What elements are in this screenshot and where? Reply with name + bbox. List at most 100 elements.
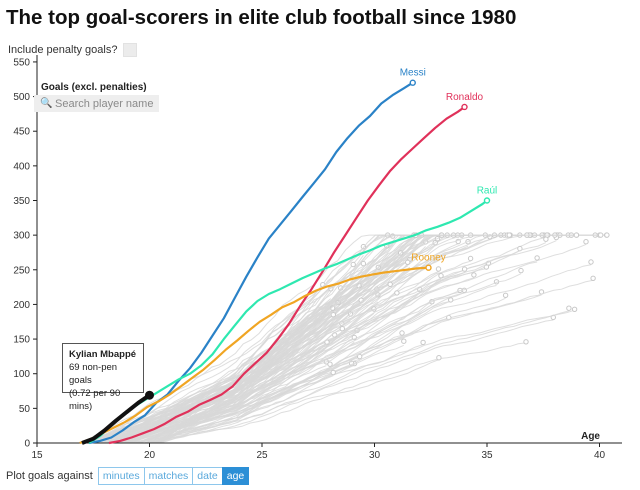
background-player-line — [151, 261, 538, 444]
background-player-end — [360, 260, 367, 267]
series-line-rooney — [79, 266, 429, 445]
tooltip-player-name: Kylian Mbappé — [69, 349, 137, 360]
y-tick-label: 450 — [13, 127, 30, 138]
series-end-point-messi — [409, 79, 416, 86]
background-player-end — [401, 338, 407, 344]
x-tick-label: 30 — [369, 450, 381, 461]
background-player-end — [387, 281, 393, 287]
plot-option-matches[interactable]: matches — [143, 467, 194, 485]
tooltip-goals: 69 non-pen goals — [69, 362, 118, 386]
plot-against-label: Plot goals against — [6, 470, 93, 482]
background-player-line — [92, 240, 416, 444]
series-label-ronaldo: Ronaldo — [446, 92, 484, 103]
background-player-end — [518, 267, 524, 274]
y-tick-label: 550 — [13, 57, 30, 68]
background-player-line — [104, 320, 334, 444]
background-player-line — [112, 242, 547, 444]
background-player-line — [88, 238, 491, 444]
background-player-end — [394, 290, 400, 296]
background-player-line — [126, 273, 522, 444]
series-end-point-kylian-mbapp- — [144, 390, 154, 400]
background-player-end — [590, 275, 596, 281]
background-player-end — [523, 339, 529, 345]
series-end-point-rooney — [425, 264, 432, 271]
penalty-checkbox[interactable] — [123, 43, 138, 57]
penalty-toggle-row: Include penalty goals? — [8, 43, 138, 57]
x-tick-label: 15 — [31, 450, 43, 461]
tooltip-rate: (0.72 per 90 mins) — [69, 388, 121, 412]
y-tick-label: 500 — [13, 92, 30, 103]
background-player-line — [147, 234, 448, 444]
series-end-point-ronaldo — [461, 103, 468, 111]
y-tick-label: 250 — [13, 265, 30, 276]
y-axis-label: Goals (excl. penalties) — [41, 82, 147, 93]
background-player-end — [583, 239, 589, 245]
series-line-ronaldo — [108, 106, 466, 445]
search-icon: 🔍 — [40, 98, 53, 109]
background-player-end — [350, 261, 356, 268]
background-player-end — [502, 292, 509, 298]
background-player-line — [158, 297, 506, 444]
series-line-messi — [88, 81, 414, 445]
plot-option-age[interactable]: age — [221, 467, 250, 485]
background-player-line — [144, 234, 508, 444]
background-player-end — [438, 273, 444, 279]
series-label-ra-l: Raúl — [477, 186, 498, 197]
background-player-end — [330, 369, 336, 376]
series-label-messi: Messi — [400, 68, 426, 79]
background-player-end — [436, 355, 442, 361]
chart-title: The top goal-scorers in elite club footb… — [6, 6, 517, 29]
background-player-line — [147, 359, 440, 444]
penalty-toggle-label: Include penalty goals? — [8, 44, 118, 56]
background-player-end — [327, 361, 333, 367]
background-player-end — [543, 236, 549, 242]
plot-against-options: minutes matches date age — [97, 467, 250, 485]
x-tick-label: 25 — [256, 450, 268, 461]
series-line-ra-l — [88, 199, 488, 444]
background-player-line — [107, 234, 510, 444]
background-player-line — [138, 290, 391, 444]
background-player-line — [115, 358, 360, 444]
background-player-end — [339, 326, 345, 332]
background-player-end — [534, 255, 540, 261]
background-player-line — [125, 272, 465, 444]
plot-option-date[interactable]: date — [192, 467, 223, 485]
x-tick-label: 35 — [481, 450, 493, 461]
search-input[interactable] — [55, 97, 155, 110]
x-tick-label: 20 — [144, 450, 156, 461]
background-player-end — [506, 232, 512, 238]
player-search[interactable]: 🔍 — [34, 95, 159, 112]
y-tick-label: 350 — [13, 196, 30, 207]
plot-option-minutes[interactable]: minutes — [97, 467, 145, 485]
background-player-line — [151, 300, 451, 444]
background-player-line — [143, 312, 333, 444]
background-player-line — [137, 345, 328, 444]
background-player-end — [573, 232, 580, 238]
x-tick-label: 40 — [594, 450, 606, 461]
background-player-end — [471, 272, 477, 278]
background-player-end — [448, 297, 454, 303]
background-player-line — [128, 234, 530, 444]
y-tick-label: 200 — [13, 300, 30, 311]
y-tick-label: 400 — [13, 161, 30, 172]
background-player-line — [123, 344, 424, 444]
series-line-kylian-mbapp- — [81, 393, 151, 445]
y-tick-label: 100 — [13, 369, 30, 380]
background-player-end — [604, 232, 610, 238]
background-player-line — [157, 264, 592, 444]
background-player-line — [159, 319, 554, 444]
background-player-end — [405, 259, 411, 265]
plot-against-row: Plot goals against minutes matches date … — [6, 467, 250, 485]
y-tick-label: 0 — [24, 439, 30, 450]
background-player-line — [135, 310, 570, 444]
background-player-end — [566, 305, 572, 311]
series-label-rooney: Rooney — [411, 253, 445, 264]
background-player-end — [588, 259, 594, 265]
background-player-end — [598, 232, 604, 238]
background-player-end — [435, 266, 442, 272]
background-player-end — [461, 266, 468, 272]
background-player-end — [399, 330, 405, 336]
background-player-end — [571, 306, 578, 312]
x-axis-label: Age — [581, 431, 600, 442]
